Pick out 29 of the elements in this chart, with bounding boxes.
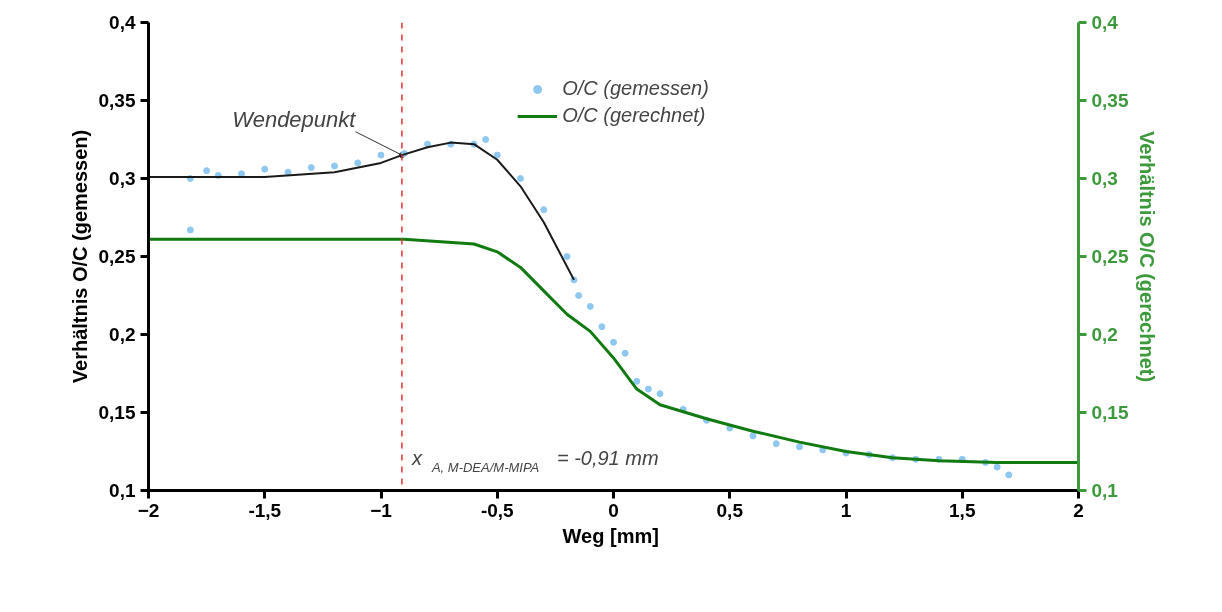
y-tick-label: 0,3 <box>109 168 136 189</box>
x-tick-label: −1 <box>370 499 393 521</box>
x-axis-title: Weg [mm] <box>562 524 659 547</box>
x-tick-label: 1,5 <box>949 499 976 521</box>
annotation: Wendepunkt <box>232 106 357 132</box>
y2-tick-label: 0,2 <box>1091 324 1118 345</box>
x-tick-label: −2 <box>137 499 160 521</box>
y2-tick-label: 0,15 <box>1091 402 1129 423</box>
y-tick-label: 0,25 <box>98 246 136 267</box>
legend-label: O/C (gemessen) <box>562 77 709 100</box>
x-tick-label: 2 <box>1073 499 1084 521</box>
y2-tick-label: 0,4 <box>1091 12 1119 33</box>
y2-tick-label: 0,3 <box>1091 168 1118 189</box>
x-tick-label: 0 <box>608 499 619 521</box>
y-tick-label: 0,15 <box>98 402 136 423</box>
x-tick-label: -1,5 <box>248 499 282 521</box>
y2-axis-title: Verhältnis O/C (gerechnet) <box>1136 130 1159 383</box>
x-tick-label: -0,5 <box>480 499 515 521</box>
y-tick-label: 0,2 <box>109 324 136 345</box>
x-tick-label: 1 <box>840 499 852 521</box>
y2-tick-label: 0,25 <box>1091 246 1129 267</box>
y2-tick-label: 0,1 <box>1091 480 1119 501</box>
y-tick-label: 0,35 <box>98 90 136 111</box>
y-tick-label: 0,4 <box>109 12 136 33</box>
legend-label: O/C (gerechnet) <box>562 104 706 127</box>
x-tick-label: 0,5 <box>716 499 744 521</box>
y2-tick-label: 0,35 <box>1091 90 1129 111</box>
y-tick-label: 0,1 <box>109 480 136 501</box>
y-axis-title: Verhältnis O/C (gemessen) <box>68 129 91 384</box>
